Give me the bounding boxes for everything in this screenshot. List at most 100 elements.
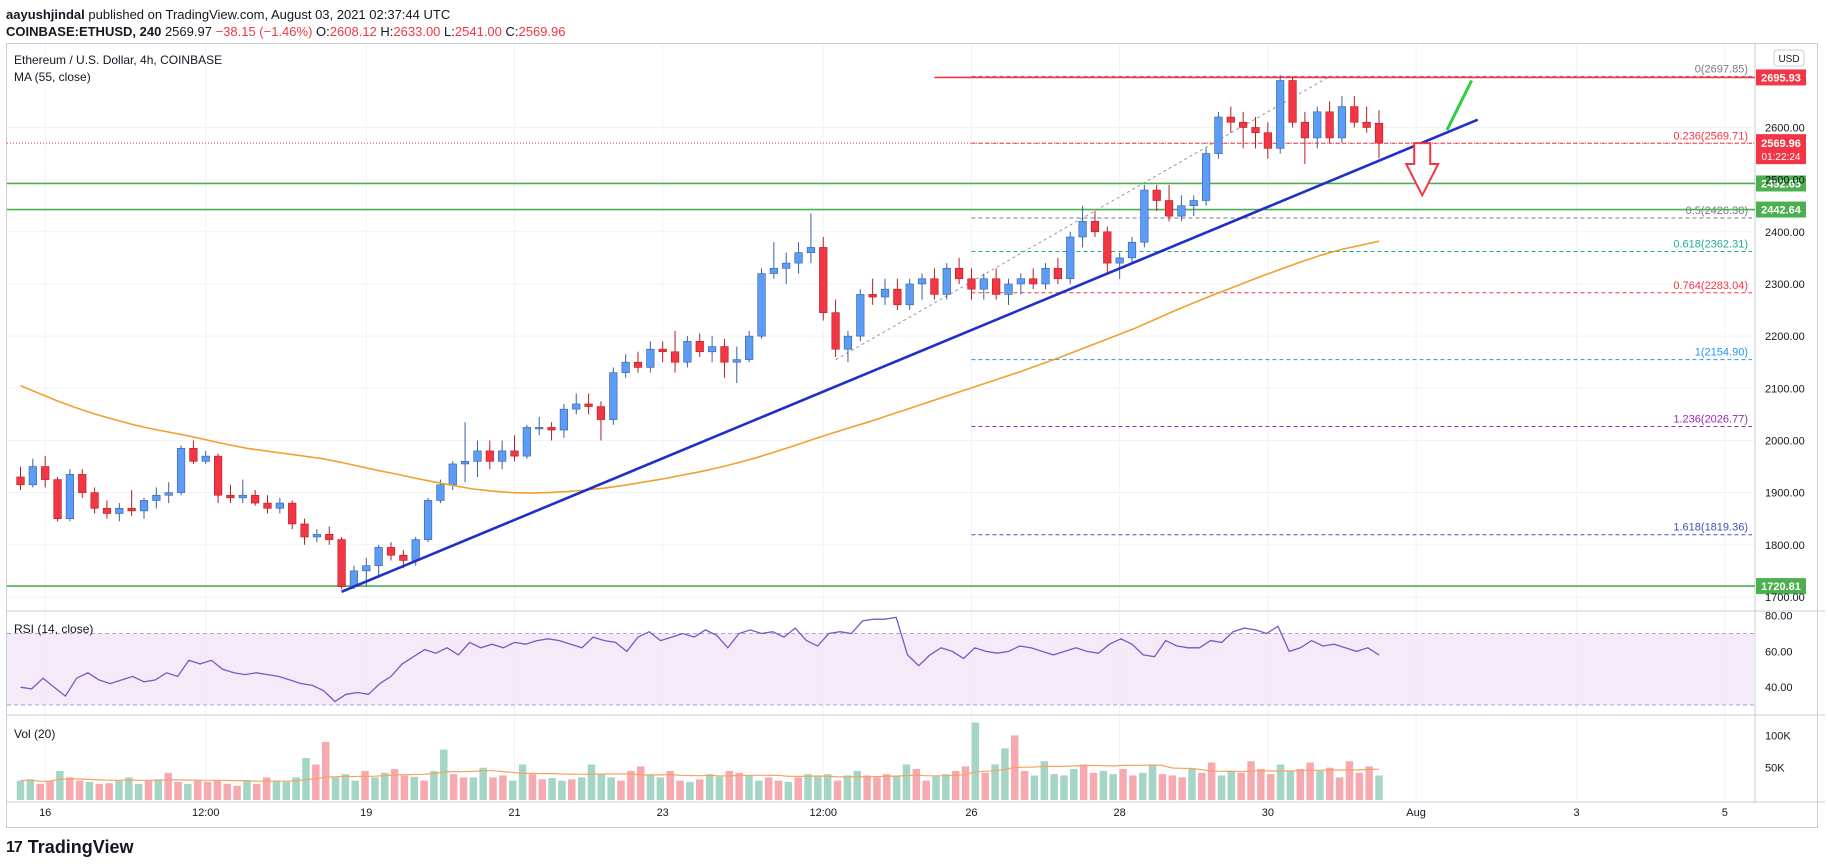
candle-body bbox=[1276, 80, 1285, 149]
candle-body bbox=[1251, 127, 1260, 133]
volume-bar bbox=[95, 783, 103, 800]
horizontal-levels[interactable]: 2695.93 2492.65 2442.64 1720.81 2569.96 01:22… bbox=[7, 69, 1806, 595]
volume-bar bbox=[843, 775, 852, 800]
level-badge bbox=[1756, 201, 1806, 218]
candle-body bbox=[695, 341, 704, 353]
volume-bar bbox=[627, 770, 635, 800]
volume-bar bbox=[184, 783, 192, 800]
volume-bar bbox=[587, 764, 596, 800]
annotation-arrows[interactable] bbox=[1404, 79, 1473, 198]
volume-bar bbox=[568, 779, 576, 800]
volume-bar bbox=[873, 777, 881, 800]
volume-bar bbox=[105, 783, 113, 800]
volume-legend: Vol (20) bbox=[14, 727, 55, 741]
volume-bar bbox=[1188, 768, 1196, 800]
candle-body bbox=[1041, 268, 1050, 285]
volume-bar bbox=[1296, 768, 1304, 800]
volume-bar bbox=[213, 780, 222, 800]
price-tick-label: 1800.00 bbox=[1765, 540, 1805, 552]
candle-body bbox=[1066, 236, 1075, 280]
volume-bar bbox=[1247, 761, 1255, 800]
volume-bar bbox=[36, 783, 44, 800]
volume-bar bbox=[686, 781, 694, 800]
fib-level-label: 1(2154.90) bbox=[1695, 347, 1748, 359]
candle-body bbox=[806, 247, 815, 253]
volume-bar bbox=[597, 774, 606, 800]
volume-bar bbox=[341, 774, 350, 800]
price-axis[interactable]: 1700.00 1800.00 1900.00 2000.00 2100.00 2200.… bbox=[1765, 122, 1805, 774]
ohlc-high-label: H: bbox=[380, 24, 394, 39]
candle-body bbox=[152, 494, 161, 501]
candle-body bbox=[769, 268, 778, 274]
candle-body bbox=[423, 500, 433, 540]
volume-bar bbox=[331, 777, 340, 800]
rsi-line bbox=[20, 616, 1380, 703]
author-name[interactable]: aayushjindal bbox=[6, 7, 85, 22]
volume-bar bbox=[607, 777, 615, 800]
price-tick-label: 1700.00 bbox=[1765, 592, 1805, 604]
volume-bar bbox=[499, 775, 507, 800]
volume-bar bbox=[1286, 770, 1295, 800]
candle-body bbox=[658, 348, 667, 353]
price-tick-label: 2300.00 bbox=[1765, 279, 1805, 291]
trend-line[interactable] bbox=[341, 118, 1479, 593]
candlestick-series bbox=[16, 75, 1384, 590]
candle-body bbox=[522, 427, 531, 457]
last-price-timer: 01:22:24 bbox=[1762, 152, 1801, 163]
volume-bar bbox=[666, 770, 674, 800]
volume-bar bbox=[981, 772, 989, 800]
volume-bar bbox=[676, 780, 684, 800]
candle-body bbox=[1127, 241, 1137, 259]
fibonacci-retracement[interactable]: 0(2697.85) 0.236(2569.71) 0.5(2426.38) 0.61… bbox=[835, 63, 1752, 536]
volume-bar bbox=[351, 780, 359, 800]
candle-body bbox=[53, 479, 62, 520]
candle-body bbox=[1214, 116, 1223, 154]
candle-body bbox=[1263, 132, 1272, 149]
candle-body bbox=[868, 294, 877, 298]
volume-bar bbox=[1129, 775, 1137, 800]
candle-body bbox=[1016, 278, 1025, 285]
time-tick-label: 3 bbox=[1574, 807, 1580, 819]
volume-bar bbox=[223, 783, 231, 800]
fib-level-label: 1.618(1819.36) bbox=[1673, 522, 1748, 534]
candle-body bbox=[251, 494, 260, 504]
tradingview-footer[interactable]: 17 TradingView bbox=[6, 837, 134, 858]
volume-bar bbox=[46, 780, 54, 800]
ohlc-low: 2541.00 bbox=[454, 24, 502, 39]
legend-labels: Ethereum / U.S. Dollar, 4h, COINBASE MA … bbox=[14, 49, 1805, 741]
fib-level-label: 0.236(2569.71) bbox=[1673, 130, 1748, 142]
volume-pane bbox=[16, 722, 1383, 800]
brand-name: TradingView bbox=[27, 837, 134, 857]
candle-body bbox=[757, 273, 766, 337]
candle-body bbox=[1029, 278, 1038, 285]
volume-bar bbox=[1355, 772, 1364, 800]
volume-bar bbox=[814, 775, 822, 800]
candle-body bbox=[189, 447, 198, 462]
level-badge-label: 2695.93 bbox=[1761, 72, 1801, 84]
level-badge bbox=[1756, 69, 1806, 86]
volume-bar bbox=[774, 780, 783, 800]
grid-lines bbox=[7, 44, 1755, 800]
volume-bar bbox=[1148, 764, 1157, 800]
volume-bar bbox=[1060, 775, 1068, 800]
ohlc-close-label: C: bbox=[505, 24, 519, 39]
volume-bar bbox=[636, 766, 645, 800]
volume-bar bbox=[174, 781, 182, 800]
candle-body bbox=[707, 346, 717, 353]
volume-bar bbox=[932, 775, 940, 800]
volume-bar bbox=[1030, 775, 1039, 800]
publish-header: aayushjindal published on TradingView.co… bbox=[6, 6, 566, 40]
volume-bar bbox=[922, 780, 930, 800]
ohlc-close: 2569.96 bbox=[518, 24, 566, 39]
candle-body bbox=[819, 247, 828, 313]
volume-bar bbox=[745, 775, 753, 800]
volume-bar bbox=[321, 741, 330, 800]
currency-badge[interactable] bbox=[1773, 49, 1805, 67]
level-badge bbox=[1756, 578, 1806, 595]
candle-body bbox=[535, 427, 544, 430]
candle-body bbox=[584, 403, 593, 407]
price-change: −38.15 (−1.46%) bbox=[215, 24, 313, 39]
candle-body bbox=[115, 507, 124, 514]
